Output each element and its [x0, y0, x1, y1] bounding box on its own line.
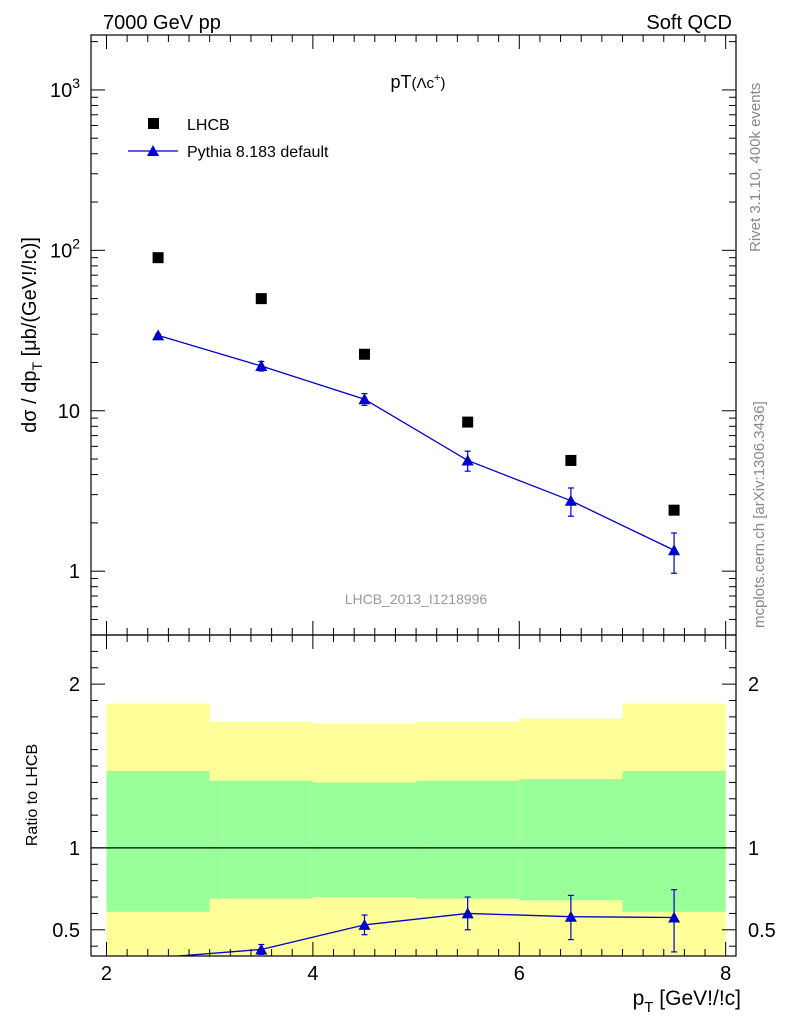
- ratio-inner-band: [209, 780, 313, 899]
- ratio-x-tick-label: 8: [720, 963, 731, 985]
- label-part: p: [633, 987, 645, 1010]
- title-close: ): [440, 75, 445, 92]
- pythia-marker: [564, 494, 577, 506]
- legend-lhcb-marker: [148, 118, 159, 129]
- tick-exponent: 3: [72, 75, 80, 91]
- header-right: Soft QCD: [646, 12, 732, 34]
- lhcb-marker: [358, 348, 370, 360]
- ratio-y-tick-label: 0.5: [52, 920, 80, 942]
- title-particle: (Λc: [412, 75, 435, 92]
- ratio-inner-band: [622, 770, 726, 912]
- header-left: 7000 GeV pp: [103, 12, 221, 34]
- pythia-line: [157, 334, 675, 551]
- ratio-line: [170, 912, 675, 956]
- main-title: pT(Λc+): [391, 72, 446, 92]
- ratio-content: [91, 703, 736, 956]
- ratio-x-tick-label: 4: [307, 963, 318, 985]
- label-subscript: T: [29, 362, 45, 371]
- ratio-y-tick-label-right: 1: [748, 838, 759, 860]
- ratio-frame: [90, 634, 737, 957]
- ratio-inner-band: [106, 770, 210, 912]
- ratio-marker: [358, 918, 371, 930]
- label-subscript: T: [644, 999, 653, 1016]
- ratio-inner-band: [312, 782, 417, 898]
- main-y-tick-label: 1: [69, 561, 80, 583]
- ratio-x-tick-label: 6: [514, 963, 525, 985]
- ratio-marker: [255, 943, 268, 955]
- pythia-marker: [358, 393, 371, 405]
- main-content: [152, 252, 681, 574]
- rivet-label: Rivet 3.1.10, 400k events: [747, 83, 764, 252]
- legend: LHCB Pythia 8.183 default: [128, 117, 329, 161]
- legend-pythia-label: Pythia 8.183 default: [187, 144, 329, 161]
- legend-lhcb-label: LHCB: [187, 117, 230, 134]
- lhcb-marker: [152, 252, 164, 264]
- main-y-tick-label: 103: [50, 75, 80, 102]
- analysis-label: LHCB_2013_I1218996: [345, 591, 488, 607]
- pythia-marker: [461, 454, 474, 466]
- pythia-marker: [668, 544, 681, 556]
- main-y-tick-label: 102: [50, 235, 80, 262]
- lhcb-marker: [462, 416, 474, 428]
- ratio-series: [170, 889, 681, 956]
- legend-pythia-marker: [147, 145, 159, 156]
- main-y-label: dσ / dpT [μb/(GeV!/!c)]: [19, 237, 45, 433]
- ratio-y-tick-label: 2: [69, 674, 80, 696]
- ratio-y-label: Ratio to LHCB: [24, 744, 41, 846]
- ratio-y-tick-label-right: 0.5: [748, 920, 776, 942]
- lhcb-marker: [565, 454, 577, 466]
- pythia-marker: [255, 360, 268, 372]
- title-main: pT: [391, 72, 412, 92]
- pythia-marker: [152, 329, 165, 341]
- ratio-panel: 0.5 0.5 1 1 2 2 2 4 6 8 Ratio to LHCB pT [GeV!/!c…: [24, 634, 776, 1016]
- ratio-marker: [668, 911, 681, 923]
- title-charge: +: [434, 72, 440, 84]
- tick-exponent: 2: [72, 235, 80, 251]
- ratio-axes: 0.5 0.5 1 1 2 2 2 4 6 8: [52, 635, 776, 985]
- main-y-tick-label: 10: [58, 401, 80, 423]
- ratio-inner-band: [416, 780, 520, 899]
- ratio-x-tick-label: 2: [101, 963, 112, 985]
- ratio-inner-band: [519, 779, 623, 901]
- source-label: mcplots.cern.ch [arXiv:1306.3436]: [751, 401, 768, 628]
- ratio-marker: [461, 907, 474, 919]
- label-part: [μb/(GeV!/!c)]: [19, 237, 41, 362]
- lhcb-marker: [255, 293, 267, 305]
- label-part: [GeV!/!c]: [653, 987, 741, 1010]
- ratio-x-label: pT [GeV!/!c]: [633, 987, 741, 1016]
- label-part: dσ / dp: [19, 371, 41, 433]
- tick-base: 10: [50, 240, 72, 262]
- ratio-y-tick-label-right: 2: [748, 674, 759, 696]
- lhcb-marker: [668, 504, 680, 516]
- ratio-y-tick-label: 1: [69, 838, 80, 860]
- tick-base: 10: [50, 80, 72, 102]
- ratio-marker: [564, 910, 577, 922]
